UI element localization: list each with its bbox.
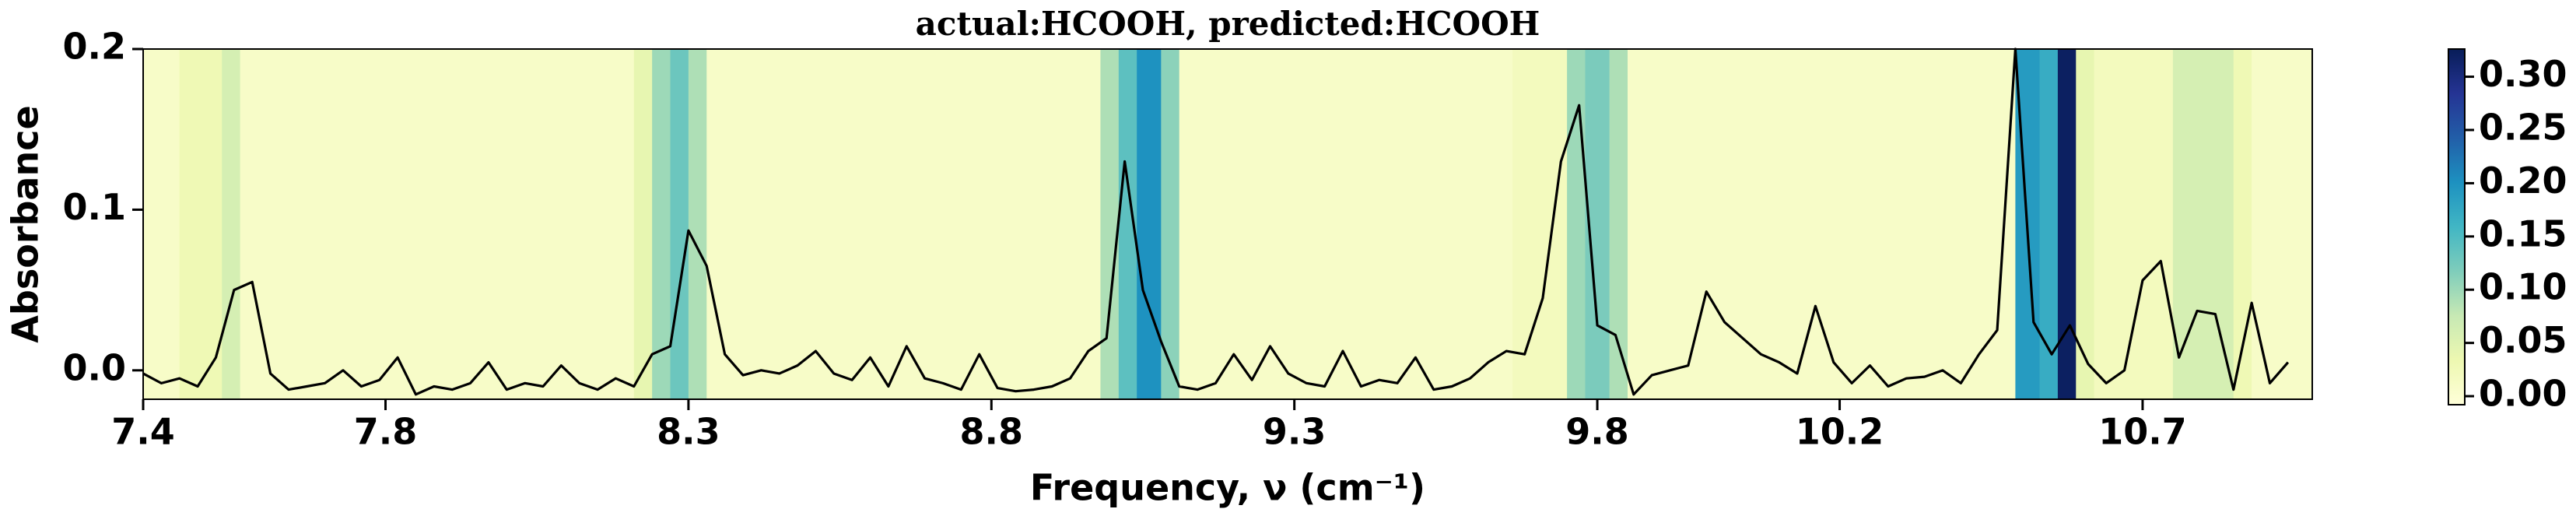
heat-band xyxy=(2076,49,2095,399)
heat-band xyxy=(670,49,689,399)
heat-band xyxy=(2094,49,2174,399)
heat-band xyxy=(1627,49,2016,399)
plot-frame xyxy=(142,48,2313,400)
heat-band xyxy=(2057,49,2077,399)
heat-band xyxy=(706,49,1101,399)
x-tick-label: 9.8 xyxy=(1565,411,1629,453)
heat-band xyxy=(1609,49,1628,399)
x-tick-label: 8.3 xyxy=(657,411,720,453)
chart-title: actual:HCOOH, predicted:HCOOH xyxy=(916,5,1540,43)
colorbar-tick-label: 0.10 xyxy=(2479,266,2567,308)
x-tick-label: 8.8 xyxy=(960,411,1024,453)
heat-band xyxy=(2233,49,2252,399)
y-tick-label: 0.1 xyxy=(63,186,127,228)
heat-band xyxy=(2039,49,2059,399)
colorbar-tick-label: 0.15 xyxy=(2479,212,2567,254)
spectrum-line xyxy=(142,47,2290,396)
x-axis-label: Frequency, ν (cm⁻¹) xyxy=(1030,467,1425,509)
y-axis-label: Absorbance xyxy=(5,105,47,342)
heat-band xyxy=(179,49,223,399)
colorbar xyxy=(2448,48,2466,405)
heat-band xyxy=(1161,49,1180,399)
colorbar-tick-label: 0.25 xyxy=(2479,106,2567,148)
heat-band xyxy=(143,49,180,399)
colorbar-tick-label: 0.00 xyxy=(2479,373,2567,415)
x-tick-label: 9.3 xyxy=(1263,411,1327,453)
heat-band xyxy=(1512,49,1568,399)
heat-band xyxy=(1179,49,1513,399)
heat-band xyxy=(1118,49,1137,399)
x-tick-label: 10.2 xyxy=(1796,411,1884,453)
heat-band xyxy=(652,49,671,399)
x-tick-label: 7.4 xyxy=(111,411,175,453)
x-tick-label: 7.8 xyxy=(354,411,418,453)
colorbar-tick-label: 0.30 xyxy=(2479,53,2567,95)
colorbar-tick-label: 0.20 xyxy=(2479,160,2567,202)
x-tick-label: 10.7 xyxy=(2098,411,2187,453)
colorbar-tick-label: 0.05 xyxy=(2479,319,2567,361)
y-tick-label: 0.2 xyxy=(63,26,127,68)
y-tick-label: 0.0 xyxy=(63,346,127,388)
heat-band xyxy=(222,49,241,399)
heat-band xyxy=(633,49,653,399)
heat-band xyxy=(240,49,635,399)
heat-band xyxy=(1137,49,1162,399)
heat-band xyxy=(1100,49,1120,399)
heat-band xyxy=(688,49,707,399)
heat-band xyxy=(2172,49,2234,399)
heat-band xyxy=(1567,49,1586,399)
heat-band xyxy=(2252,49,2313,399)
